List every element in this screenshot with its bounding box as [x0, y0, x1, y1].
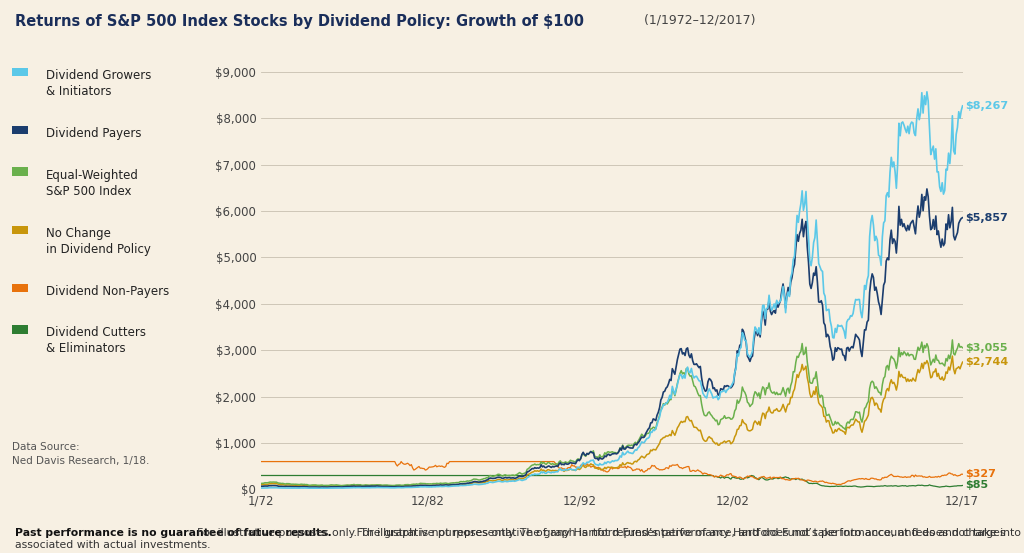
- Text: (1/1972–12/2017): (1/1972–12/2017): [640, 14, 756, 27]
- Text: $5,857: $5,857: [965, 213, 1008, 223]
- Text: $3,055: $3,055: [965, 343, 1008, 353]
- Text: Dividend Cutters
& Eliminators: Dividend Cutters & Eliminators: [46, 326, 146, 355]
- Text: $2,744: $2,744: [965, 357, 1008, 367]
- Text: For illustrative purposes only. The graph is not representative of any Hartford : For illustrative purposes only. The grap…: [353, 528, 1024, 538]
- Text: Equal-Weighted
S&P 500 Index: Equal-Weighted S&P 500 Index: [46, 169, 139, 197]
- Text: Dividend Growers
& Initiators: Dividend Growers & Initiators: [46, 69, 152, 98]
- Text: Past performance is no guarantee of future results.: Past performance is no guarantee of futu…: [15, 528, 332, 538]
- Text: Data Source:
Ned Davis Research, 1/18.: Data Source: Ned Davis Research, 1/18.: [12, 442, 150, 466]
- Text: Returns of S&P 500 Index Stocks by Dividend Policy: Growth of $100: Returns of S&P 500 Index Stocks by Divid…: [15, 14, 585, 29]
- Text: Dividend Non-Payers: Dividend Non-Payers: [46, 285, 169, 298]
- Text: For illustrative purposes only. The graph is not representative of any Hartford : For illustrative purposes only. The grap…: [15, 528, 1006, 550]
- Text: No Change
in Dividend Policy: No Change in Dividend Policy: [46, 227, 151, 255]
- Text: $327: $327: [965, 469, 995, 479]
- Text: $85: $85: [965, 481, 988, 491]
- Text: $8,267: $8,267: [965, 101, 1008, 111]
- Text: Dividend Payers: Dividend Payers: [46, 127, 141, 140]
